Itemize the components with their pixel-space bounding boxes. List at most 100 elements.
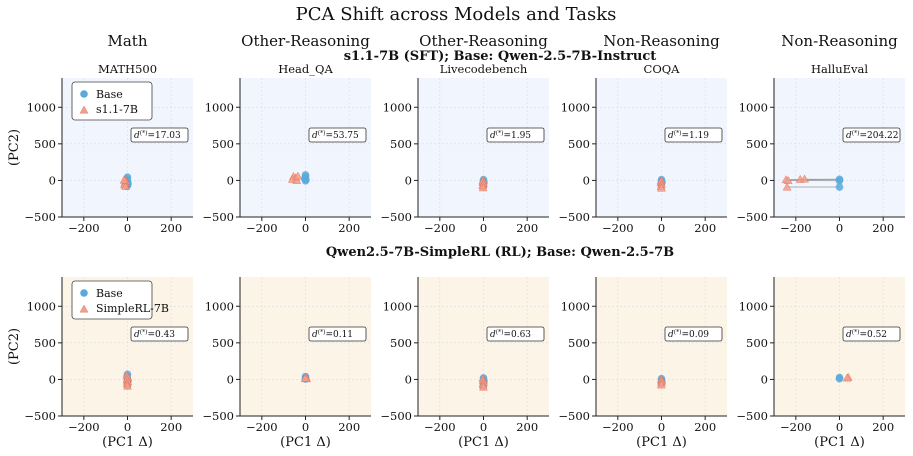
y-tick-label: 0: [761, 173, 768, 187]
y-tick-label: −500: [736, 210, 768, 224]
panel-0-4: −200 0 200 −500 0 500 1000 HalluEval d(*)=204.22: [736, 62, 905, 235]
legend-label-base: Base: [96, 287, 123, 300]
base-point: [301, 176, 310, 185]
x-tick-label: −200: [780, 420, 812, 434]
y-tick-label: 0: [405, 173, 412, 187]
x-tick-label: 0: [302, 221, 309, 235]
shift-annotation: d(*)=0.52: [846, 329, 887, 340]
y-tick-label: 1000: [205, 100, 234, 114]
legend-marker-model: [79, 105, 89, 114]
y-tick-label: 0: [227, 372, 234, 386]
x-tick-label: 0: [836, 420, 843, 434]
y-tick-label: 500: [34, 336, 56, 350]
task-label: Head_QA: [278, 62, 333, 76]
y-tick-label: −500: [558, 409, 590, 423]
y-tick-label: −500: [202, 409, 234, 423]
x-tick-label: 200: [160, 221, 182, 235]
category-label: Non-Reasoning: [781, 32, 898, 50]
y-tick-label: 0: [761, 372, 768, 386]
x-tick-label: −200: [68, 221, 100, 235]
legend-label-model: s1.1-7B: [96, 103, 138, 116]
task-label: COQA: [644, 62, 681, 76]
model-point: [479, 382, 488, 391]
y-tick-label: 1000: [739, 299, 768, 313]
x-tick-label: 200: [872, 420, 894, 434]
y-tick-label: 1000: [27, 299, 56, 313]
category-label: Other-Reasoning: [241, 32, 370, 50]
model-point: [842, 373, 852, 382]
panel-0-1: −200 0 200 −500 0 500 1000 Head_QA d(*)=53.75: [202, 62, 371, 235]
y-tick-label: 1000: [383, 100, 412, 114]
x-tick-label: 200: [694, 221, 716, 235]
shift-annotation-box: [308, 326, 367, 342]
y-tick-label: 500: [746, 137, 768, 151]
panel-0-2: −200 0 200 −500 0 500 1000 Livecodebench d(*)=1.…: [380, 62, 549, 235]
y-tick-label: 500: [212, 336, 234, 350]
shift-annotation: d(*)=0.11: [312, 329, 353, 340]
legend-marker-model: [79, 304, 89, 313]
shift-annotation: d(*)=0.63: [490, 329, 531, 340]
x-tick-label: 0: [658, 221, 665, 235]
y-tick-label: 500: [568, 137, 590, 151]
shift-annotation-box: [664, 326, 723, 342]
y-axis-label: (PC2): [7, 328, 22, 365]
y-tick-label: 1000: [561, 100, 590, 114]
category-label: Other-Reasoning: [419, 32, 548, 50]
y-tick-label: 0: [49, 372, 56, 386]
x-tick-label: 200: [872, 221, 894, 235]
x-tick-label: 200: [516, 420, 538, 434]
x-tick-label: −200: [424, 221, 456, 235]
model-point: [300, 373, 310, 382]
y-tick-label: 500: [212, 137, 234, 151]
x-axis-label: (PC1 Δ): [458, 435, 509, 450]
y-tick-label: 500: [390, 137, 412, 151]
y-tick-label: 0: [405, 372, 412, 386]
shift-annotation: d(*)=1.95: [490, 130, 531, 141]
x-tick-label: −200: [602, 420, 634, 434]
shift-annotation: d(*)=0.09: [668, 329, 709, 340]
category-headers: Math Other-Reasoning Other-Reasoning Non-Re…: [108, 32, 899, 50]
panel-0-0: −200 0 200 −500 0 500 1000 MATH500 d(*)=17.03 Bas…: [7, 62, 193, 235]
row-title-rl: Qwen2.5-7B-SimpleRL (RL); Base: Qwen-2.5…: [326, 245, 674, 260]
scatter-panels: −200 0 200 −500 0 500 1000 MATH500 d(*)=17.03 Bas…: [7, 62, 905, 450]
y-tick-label: −500: [24, 409, 56, 423]
category-label: Non-Reasoning: [603, 32, 720, 50]
category-label: Math: [108, 32, 148, 50]
panel-1-2: −200 0 200 −500 0 500 1000 d(*)=0.63 (PC1 Δ): [380, 277, 549, 450]
y-tick-label: −500: [380, 210, 412, 224]
panel-1-1: −200 0 200 −500 0 500 1000 d(*)=0.11 (PC1 Δ): [202, 277, 371, 450]
base-point: [835, 176, 844, 185]
shift-annotation-box: [664, 127, 723, 143]
base-point: [835, 374, 844, 383]
y-tick-label: −500: [736, 409, 768, 423]
x-axis-label: (PC1 Δ): [102, 435, 153, 450]
legend-label-base: Base: [96, 88, 123, 101]
shift-annotation-box: [130, 127, 189, 143]
model-point: [800, 174, 809, 183]
x-axis-label: (PC1 Δ): [636, 435, 687, 450]
model-point: [119, 175, 129, 184]
y-tick-label: 500: [746, 336, 768, 350]
legend-box: [71, 280, 153, 320]
model-point: [657, 183, 666, 192]
x-tick-label: 200: [516, 221, 538, 235]
shift-annotation-box: [486, 326, 545, 342]
x-tick-label: −200: [780, 221, 812, 235]
y-tick-label: 1000: [739, 100, 768, 114]
x-tick-label: 200: [160, 420, 182, 434]
task-label: MATH500: [98, 62, 157, 76]
y-tick-label: 1000: [205, 299, 234, 313]
row-title-sft: s1.1-7B (SFT); Base: Qwen-2.5-7B-Instruc…: [344, 49, 657, 64]
x-tick-label: 0: [124, 420, 131, 434]
x-tick-label: 0: [480, 420, 487, 434]
x-tick-label: 0: [658, 420, 665, 434]
x-axis-label: (PC1 Δ): [814, 435, 865, 450]
x-tick-label: 0: [124, 221, 131, 235]
panel-0-3: −200 0 200 −500 0 500 1000 COQA d(*)=1.19: [558, 62, 727, 235]
panel-1-3: −200 0 200 −500 0 500 1000 d(*)=0.09 (PC1 Δ): [558, 277, 727, 450]
shift-annotation-box: [842, 127, 901, 143]
shift-annotation: d(*)=17.03: [134, 130, 181, 141]
shift-annotation-box: [486, 127, 545, 143]
y-tick-label: −500: [558, 210, 590, 224]
